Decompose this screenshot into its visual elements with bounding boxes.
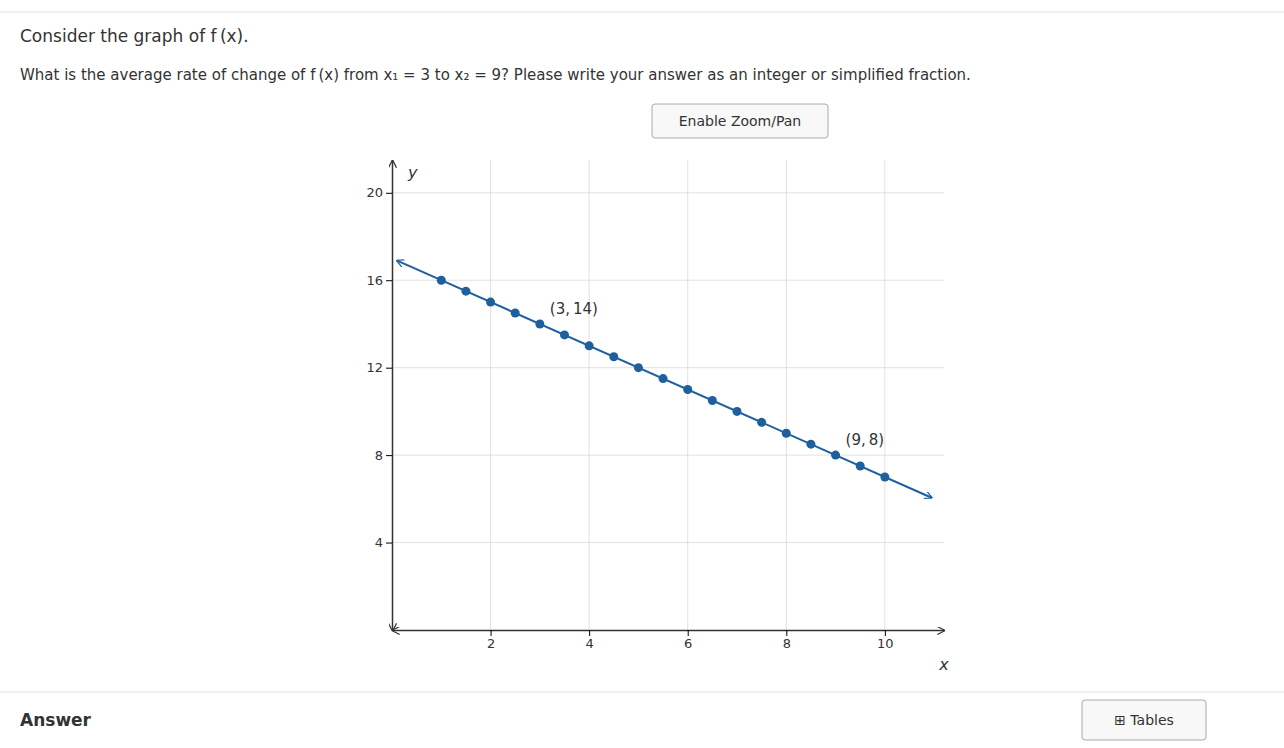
tick-label: 10	[877, 636, 894, 651]
tick: 8	[783, 630, 791, 651]
point	[880, 472, 889, 481]
y-axis-label: y	[407, 163, 418, 182]
tick: 4	[586, 630, 594, 651]
button-box[interactable]	[1082, 700, 1206, 740]
tick-mark	[491, 630, 492, 636]
tick-mark	[589, 630, 590, 636]
tick: 2	[487, 630, 495, 651]
x-axis-label: x	[938, 655, 949, 674]
point	[782, 429, 791, 438]
point	[585, 341, 594, 350]
y-axis: 4 8 12 16 20	[366, 161, 392, 631]
tick-label: 8	[375, 448, 383, 463]
annotation: (9, 8)	[846, 431, 885, 449]
tick-label: 6	[684, 636, 692, 651]
button[interactable]: Enable Zoom/Pan	[652, 104, 828, 138]
grid-line	[884, 160, 885, 630]
grid-line	[392, 192, 944, 193]
grid-line	[786, 160, 787, 630]
footer-text: Answer	[20, 710, 92, 730]
point	[733, 407, 742, 416]
tick-mark	[386, 368, 392, 369]
tick-label: 12	[366, 360, 383, 375]
tick-mark	[786, 630, 787, 636]
tick-mark	[688, 630, 689, 636]
axis-line	[393, 630, 945, 632]
grid-line	[392, 280, 944, 281]
separator	[0, 692, 1284, 693]
tick-label: 8	[783, 636, 791, 651]
tick-mark	[386, 455, 392, 456]
axis-line	[392, 161, 394, 631]
tick-mark	[386, 193, 392, 194]
point	[806, 440, 815, 449]
point	[461, 287, 470, 296]
tick: 4	[375, 535, 392, 550]
button-label[interactable]: Enable Zoom/Pan	[679, 113, 801, 129]
point	[856, 462, 865, 471]
tick-label: 4	[375, 535, 383, 550]
tick: 12	[366, 360, 392, 375]
chart: Consider the graph of f (x). What is the …	[0, 0, 1284, 748]
point	[757, 418, 766, 427]
line	[397, 261, 932, 498]
point	[437, 276, 446, 285]
point	[708, 396, 717, 405]
tick: 6	[684, 630, 692, 651]
subtitle: What is the average rate of change of f …	[20, 66, 971, 84]
tick-label: 16	[366, 273, 383, 288]
point	[659, 374, 668, 383]
point	[634, 363, 643, 372]
grid-line	[490, 160, 491, 630]
grid-line	[687, 160, 688, 630]
grid-line	[392, 455, 944, 456]
title: Consider the graph of f (x).	[20, 26, 249, 46]
separator	[0, 12, 1284, 13]
grid	[392, 160, 944, 630]
tick-mark	[386, 543, 392, 544]
point	[535, 319, 544, 328]
button-box[interactable]	[652, 104, 828, 138]
tick: 8	[375, 448, 392, 463]
point	[511, 309, 520, 318]
tick: 20	[366, 185, 392, 200]
x-axis: 2 4 6 8 10	[393, 630, 945, 651]
tick: 16	[366, 273, 392, 288]
tick-mark	[386, 280, 392, 281]
point	[560, 330, 569, 339]
point	[683, 385, 692, 394]
point	[609, 352, 618, 361]
tick-label: 4	[586, 636, 594, 651]
tick-mark	[885, 630, 886, 636]
tick: 10	[877, 630, 894, 651]
point	[486, 298, 495, 307]
button[interactable]: ⊞ Tables	[1082, 700, 1206, 740]
tick-label: 20	[366, 185, 383, 200]
grid-line	[392, 542, 944, 543]
annotation: (3, 14)	[550, 300, 598, 318]
point	[831, 451, 840, 460]
button-label[interactable]: ⊞ Tables	[1114, 712, 1174, 728]
grid-line	[589, 160, 590, 630]
plot-marks	[397, 261, 932, 498]
tick-label: 2	[487, 636, 495, 651]
grid-line	[392, 367, 944, 368]
